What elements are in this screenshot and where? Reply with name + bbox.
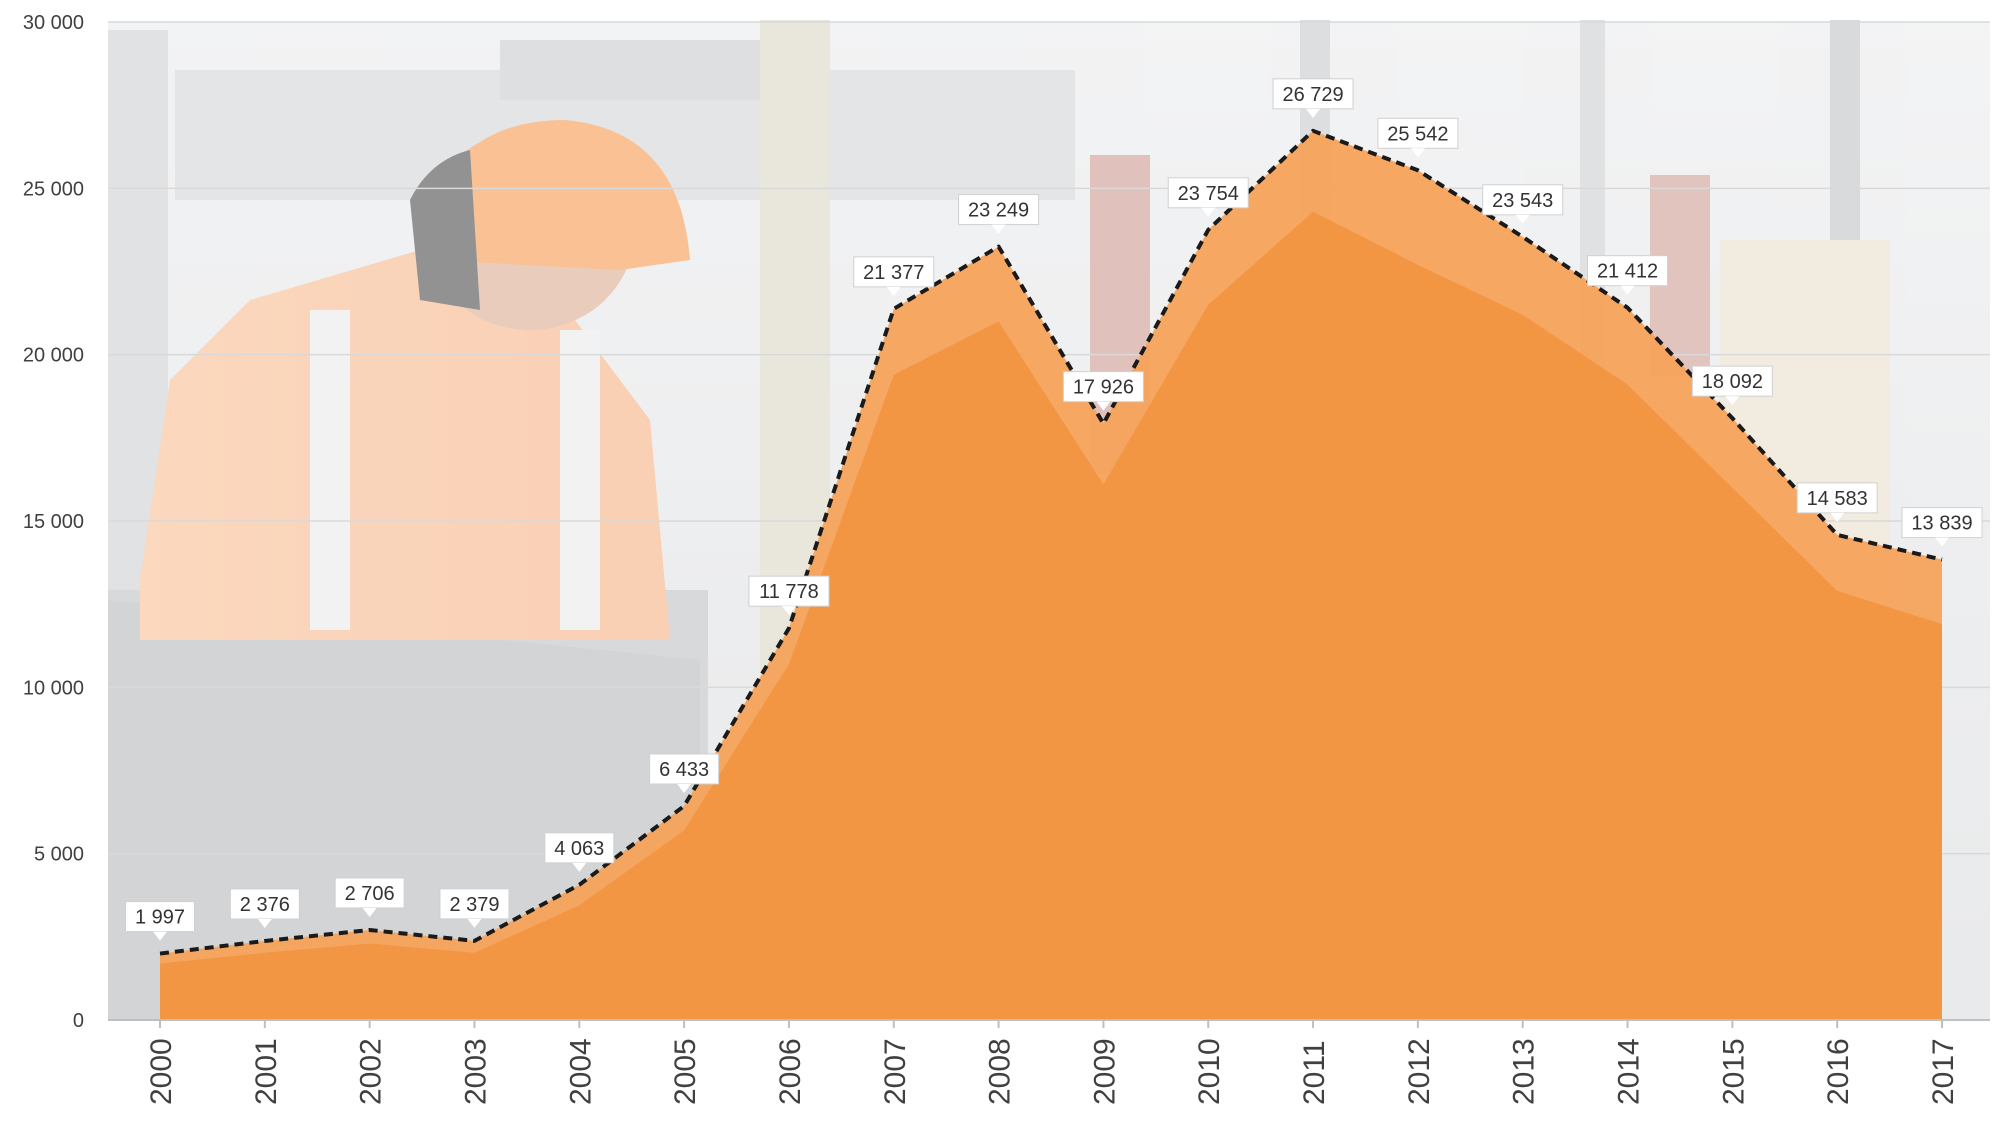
data-label: 23 754	[1167, 177, 1249, 217]
data-label-box	[229, 888, 300, 920]
data-label-text: 11 778	[759, 581, 819, 603]
data-label-box	[334, 877, 405, 909]
data-label-box	[439, 888, 510, 920]
x-tick-label: 2008	[984, 1038, 1017, 1105]
x-tick-label: 2010	[1193, 1038, 1226, 1105]
data-label: 1 997	[125, 901, 195, 941]
x-tick-label: 2014	[1613, 1038, 1646, 1105]
data-labels: 1 997 2 376 2 706 2 379 4 063 6 433 11 778 21 3…	[125, 78, 1983, 941]
x-tick-label: 2015	[1717, 1038, 1750, 1105]
data-label-pointer	[781, 606, 796, 616]
x-tick-label: 2013	[1508, 1038, 1541, 1105]
y-tick-label: 5 000	[34, 844, 84, 866]
x-tick-label: 2009	[1088, 1038, 1121, 1105]
y-axis: 0 5 000 10 000 15 000 20 000 25 000 30 000	[23, 12, 84, 1032]
y-tick-label: 10 000	[23, 677, 84, 699]
data-label-box	[125, 901, 195, 933]
data-label-pointer	[991, 224, 1006, 234]
data-label-box	[853, 256, 935, 288]
data-label-pointer	[467, 918, 482, 928]
data-label-text: 21 377	[863, 262, 924, 284]
data-label: 14 583	[1796, 482, 1878, 522]
data-label-text: 23 754	[1178, 183, 1239, 205]
data-label-pointer	[362, 907, 377, 917]
data-label-pointer	[1935, 537, 1949, 547]
data-label-box	[1167, 177, 1249, 209]
data-label-box	[1377, 117, 1459, 149]
data-label-box	[544, 832, 615, 864]
data-label-text: 1 997	[135, 907, 185, 929]
data-label-pointer	[257, 918, 272, 928]
data-label-text: 2 376	[240, 894, 290, 916]
x-tick-label: 2005	[669, 1038, 702, 1105]
x-tick-label: 2003	[459, 1038, 492, 1105]
data-label-pointer	[886, 286, 901, 296]
inner-area	[160, 211, 1942, 1020]
data-label-text: 23 249	[968, 200, 1029, 222]
data-label: 2 706	[334, 877, 405, 917]
data-label: 18 092	[1691, 365, 1773, 406]
data-label-text: 18 092	[1702, 371, 1763, 393]
x-tick-label: 2012	[1403, 1038, 1436, 1105]
x-tick-label: 2017	[1927, 1038, 1960, 1105]
data-label-box	[1062, 371, 1144, 403]
x-axis: 2000 2001 2002 2003 2004 2005 2006 2007 2008 2009…	[108, 1019, 1990, 1105]
y-tick-label: 20 000	[23, 345, 84, 367]
data-label-text: 13 839	[1911, 513, 1972, 535]
data-label-box	[649, 753, 720, 785]
data-label-text: 17 926	[1073, 377, 1134, 399]
data-label: 21 377	[853, 256, 935, 296]
data-label-pointer	[1306, 108, 1321, 118]
data-label-pointer	[153, 931, 167, 941]
data-label-text: 26 729	[1282, 84, 1343, 106]
data-label: 26 729	[1272, 78, 1354, 118]
data-label-text: 21 412	[1597, 261, 1658, 283]
data-label: 2 379	[439, 888, 510, 928]
data-label-text: 14 583	[1807, 488, 1868, 510]
x-tick-label: 2001	[250, 1038, 283, 1105]
y-tick-label: 15 000	[23, 511, 84, 533]
y-tick-label: 25 000	[23, 178, 84, 200]
data-label: 21 412	[1587, 255, 1669, 295]
x-tick-label: 2016	[1822, 1038, 1855, 1105]
data-label: 13 839	[1901, 507, 1983, 547]
x-tick-label: 2002	[355, 1038, 388, 1105]
data-label-text: 25 542	[1387, 123, 1448, 145]
data-label: 25 542	[1377, 117, 1459, 158]
y-tick-label: 0	[73, 1010, 84, 1032]
data-label-pointer	[677, 783, 692, 793]
data-label: 11 778	[748, 575, 830, 616]
data-label-pointer	[1410, 148, 1425, 158]
data-label-box	[748, 575, 830, 607]
data-label-text: 2 379	[449, 894, 499, 916]
data-label: 23 249	[958, 194, 1040, 234]
data-label: 6 433	[649, 753, 720, 793]
data-label-pointer	[1620, 285, 1635, 295]
data-label-pointer	[1725, 396, 1740, 406]
y-tick-label: 30 000	[23, 12, 84, 34]
data-label-box	[1901, 507, 1983, 539]
x-tick-label: 2007	[879, 1038, 912, 1105]
data-label: 23 543	[1482, 184, 1564, 224]
data-label-pointer	[1830, 512, 1845, 522]
data-label-pointer	[1515, 214, 1530, 224]
x-tick-label: 2004	[564, 1038, 597, 1105]
x-tick-label: 2011	[1298, 1040, 1331, 1105]
x-tick-label: 2000	[145, 1038, 178, 1105]
data-label: 17 926	[1062, 371, 1144, 411]
data-label-text: 4 063	[554, 838, 604, 860]
data-label: 4 063	[544, 832, 615, 872]
data-label-text: 6 433	[659, 759, 709, 781]
data-label-pointer	[572, 862, 587, 872]
data-label-text: 23 543	[1492, 190, 1553, 212]
data-label: 2 376	[229, 888, 300, 928]
x-tick-label: 2006	[774, 1038, 807, 1105]
data-label-pointer	[1096, 401, 1111, 411]
area-series	[160, 130, 1942, 1021]
data-label-pointer	[1201, 207, 1216, 217]
data-label-text: 2 706	[345, 883, 395, 905]
